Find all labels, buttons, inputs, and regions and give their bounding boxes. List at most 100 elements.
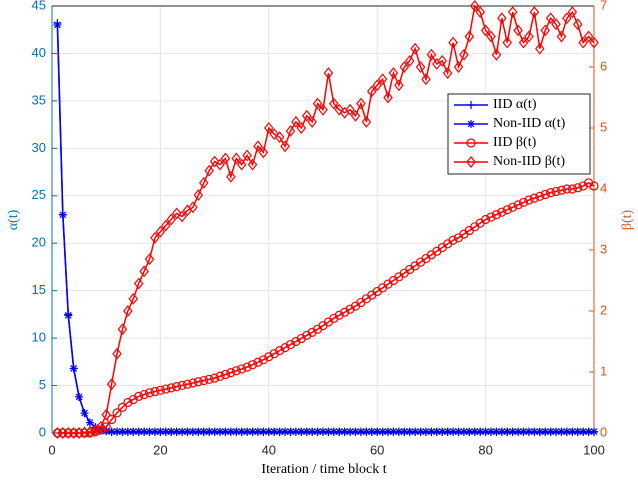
marker [334, 310, 344, 320]
marker [171, 207, 182, 220]
marker [220, 152, 231, 165]
marker [389, 427, 398, 436]
marker [562, 427, 571, 436]
legend-label: Non-IID β(t) [493, 154, 565, 169]
marker [467, 120, 475, 128]
series-line [57, 182, 595, 434]
marker [106, 378, 117, 391]
marker [258, 146, 269, 159]
legend-box [447, 93, 591, 175]
marker [481, 427, 490, 436]
marker [454, 427, 463, 436]
marker [144, 253, 155, 266]
marker [491, 48, 502, 61]
y2-tick-label: 6 [600, 58, 607, 73]
marker [258, 355, 268, 365]
marker [237, 364, 247, 374]
marker [101, 408, 111, 421]
marker [513, 200, 523, 210]
marker [209, 155, 220, 168]
marker [107, 414, 117, 425]
marker [318, 103, 328, 116]
marker [453, 61, 464, 73]
marker [123, 305, 133, 317]
marker [264, 122, 274, 134]
marker [193, 189, 204, 202]
marker [324, 427, 333, 436]
marker [113, 427, 122, 436]
marker [572, 18, 583, 31]
marker [466, 156, 476, 168]
marker [247, 360, 258, 370]
marker [356, 97, 366, 110]
marker [373, 427, 382, 436]
marker [529, 6, 540, 19]
marker [248, 427, 257, 436]
marker [378, 427, 387, 436]
marker [123, 427, 132, 436]
marker [524, 195, 534, 205]
marker [459, 427, 468, 436]
marker [388, 67, 399, 80]
marker [556, 185, 567, 195]
marker [199, 427, 208, 436]
marker [128, 292, 139, 305]
marker [546, 427, 555, 436]
x-tick-label: 60 [370, 442, 384, 457]
marker [372, 79, 382, 92]
marker [253, 357, 263, 367]
marker [383, 91, 393, 104]
marker [448, 36, 458, 49]
marker [443, 427, 452, 436]
marker [231, 366, 241, 376]
marker [568, 427, 577, 436]
marker [243, 427, 252, 436]
marker [497, 12, 507, 25]
marker [274, 131, 285, 144]
marker [394, 427, 403, 436]
marker [405, 427, 414, 436]
marker [150, 386, 160, 397]
marker [269, 128, 279, 141]
marker [199, 375, 209, 386]
marker [502, 36, 513, 49]
marker [459, 48, 469, 61]
marker [264, 427, 273, 436]
y-tick-label: 30 [32, 140, 46, 155]
marker [552, 427, 561, 436]
marker [204, 374, 214, 384]
marker [215, 158, 225, 171]
marker [529, 193, 539, 203]
y2-tick-label: 3 [600, 241, 607, 256]
x-tick-label: 40 [262, 442, 276, 457]
marker [69, 364, 78, 373]
marker [503, 427, 512, 436]
marker [487, 427, 496, 436]
marker [247, 158, 258, 171]
marker [237, 427, 246, 436]
marker [535, 42, 545, 55]
marker [140, 427, 149, 436]
marker [384, 427, 393, 436]
marker [556, 30, 567, 43]
marker [541, 427, 550, 436]
marker [177, 380, 187, 391]
marker [514, 427, 523, 436]
marker [346, 427, 355, 436]
y2-tick-label: 4 [600, 180, 607, 195]
marker [578, 36, 588, 49]
marker [302, 330, 312, 340]
marker [242, 149, 252, 162]
y-tick-label: 45 [32, 0, 46, 12]
x-tick-label: 100 [583, 442, 605, 457]
series-line [56, 23, 594, 433]
marker [236, 158, 247, 171]
marker [297, 427, 306, 436]
marker [551, 18, 561, 31]
marker [275, 427, 284, 436]
marker [178, 427, 187, 436]
y-axis-label: α(t) [6, 209, 21, 230]
marker [335, 427, 344, 436]
marker [567, 6, 578, 19]
marker [551, 186, 561, 197]
